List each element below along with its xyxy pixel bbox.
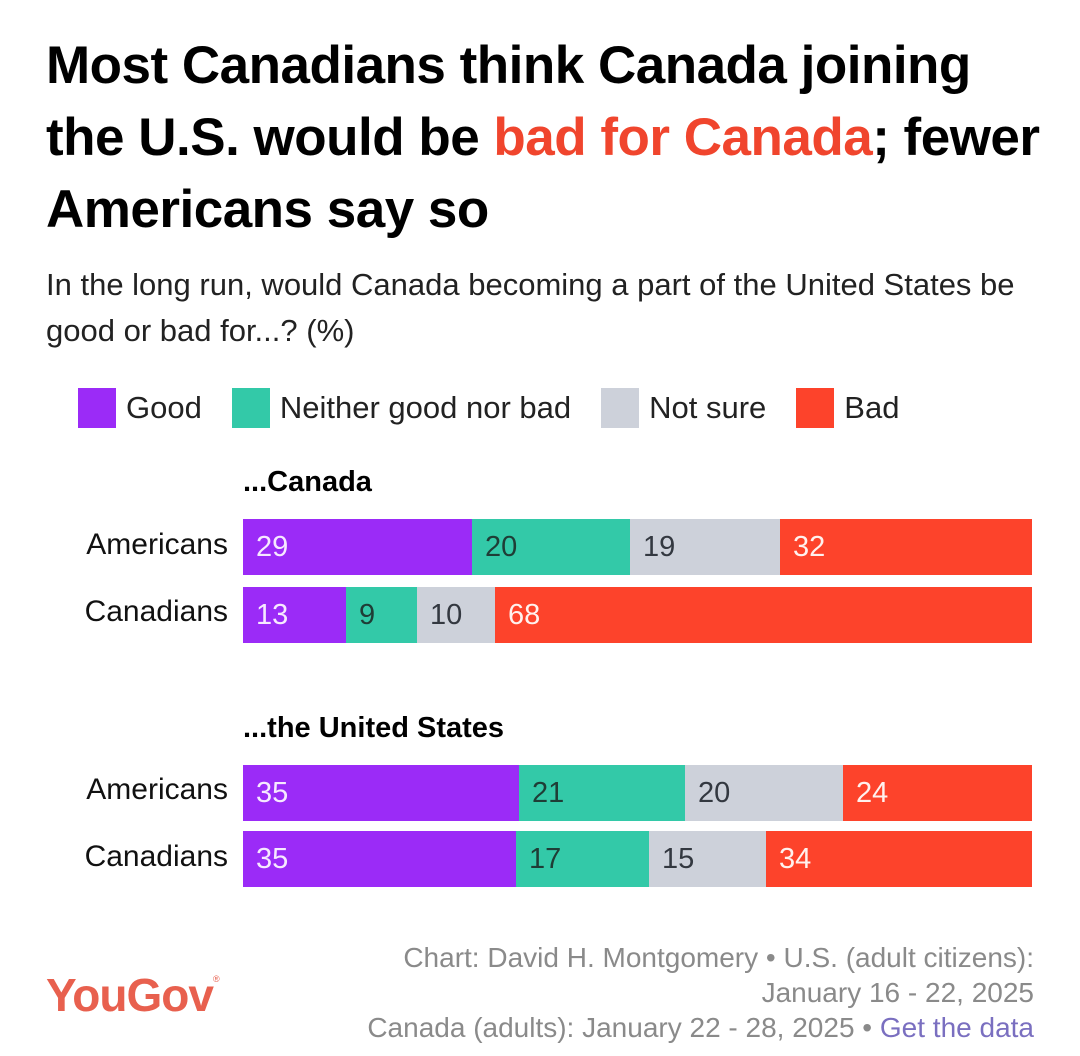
bar-row-canadians-canada: 13 9 10 68 <box>243 587 1032 643</box>
bar-segment-neither: 20 <box>472 519 630 575</box>
data-label-neither: 20 <box>485 530 518 563</box>
data-label-good: 35 <box>256 842 289 875</box>
data-label-good: 29 <box>256 530 289 563</box>
row-label-americans-us: Americans <box>86 773 228 806</box>
bar-segment-not-sure: 20 <box>685 765 843 821</box>
footer-canada-dates: Canada (adults): January 22 - 28, 2025 • <box>367 1012 880 1043</box>
data-label-not-sure: 19 <box>643 530 676 563</box>
legend-swatch-not-sure <box>601 388 640 428</box>
chart-footer: Chart: David H. Montgomery • U.S. (adult… <box>367 940 1034 1045</box>
legend-swatch-bad <box>796 388 835 428</box>
chart-subtitle: In the long run, would Canada becoming a… <box>46 267 1015 348</box>
legend-label-neither: Neither good nor bad <box>279 390 572 425</box>
legend-item-bad: Bad <box>796 388 899 428</box>
bar-segment-neither: 17 <box>516 831 649 887</box>
data-label-bad: 24 <box>856 776 889 809</box>
row-label-canadians-us: Canadians <box>84 840 228 873</box>
footer-credit-line: Chart: David H. Montgomery • U.S. (adult… <box>403 942 1034 973</box>
chart-title: Most Canadians think Canada joining the … <box>46 30 1056 246</box>
title-highlight: bad for Canada <box>493 108 873 167</box>
bar-segment-bad: 24 <box>843 765 1032 821</box>
bar-segment-good: 29 <box>243 519 472 575</box>
footer-canada-line: Canada (adults): January 22 - 28, 2025 •… <box>367 1010 1034 1045</box>
registered-mark: ® <box>212 974 220 984</box>
bar-row-americans-us: 35 21 20 24 <box>243 765 1032 821</box>
legend-label-good: Good <box>126 390 202 425</box>
group-title-canada: ...Canada <box>243 466 372 498</box>
data-label-good: 35 <box>256 776 289 809</box>
data-label-bad: 34 <box>779 842 812 875</box>
data-label-bad: 32 <box>793 530 826 563</box>
legend-label-bad: Bad <box>844 390 900 425</box>
legend-item-neither: Neither good nor bad <box>231 388 572 428</box>
bar-segment-bad: 68 <box>495 587 1032 643</box>
bar-segment-good: 35 <box>243 831 516 887</box>
bar-segment-neither: 9 <box>346 587 417 643</box>
data-label-neither: 17 <box>529 842 562 875</box>
data-label-neither: 9 <box>359 598 376 631</box>
data-label-not-sure: 20 <box>698 776 731 809</box>
title-part-2: ; fewer Americans say so <box>46 108 1040 239</box>
bar-segment-not-sure: 10 <box>417 587 495 643</box>
legend-item-not-sure: Not sure <box>601 388 766 428</box>
bar-segment-neither: 21 <box>519 765 685 821</box>
legend-swatch-neither <box>231 388 270 428</box>
bar-segment-not-sure: 15 <box>649 831 766 887</box>
bar-row-canadians-us: 35 17 15 34 <box>243 831 1032 887</box>
legend-item-good: Good <box>78 388 202 428</box>
bar-segment-good: 13 <box>243 587 346 643</box>
row-label-americans-canada: Americans <box>86 528 228 561</box>
bar-segment-bad: 32 <box>780 519 1032 575</box>
data-label-not-sure: 15 <box>662 842 695 875</box>
bar-segment-not-sure: 19 <box>630 519 780 575</box>
logo-text: YouGov <box>46 969 214 1021</box>
bar-row-americans-canada: 29 20 19 32 <box>243 519 1032 575</box>
footer-us-dates: January 16 - 22, 2025 <box>761 977 1034 1008</box>
legend-label-not-sure: Not sure <box>649 390 767 425</box>
legend: Good Neither good nor bad Not sure Bad <box>78 388 929 428</box>
group-title-united-states: ...the United States <box>243 712 505 744</box>
data-label-not-sure: 10 <box>430 598 463 631</box>
data-label-bad: 68 <box>508 598 541 631</box>
row-label-canadians-canada: Canadians <box>84 595 228 628</box>
yougov-logo: YouGov® <box>46 968 220 1022</box>
data-label-good: 13 <box>256 598 289 631</box>
bar-segment-bad: 34 <box>766 831 1032 887</box>
get-the-data-link[interactable]: Get the data <box>879 1012 1034 1043</box>
title-part-1: Most Canadians think Canada joining the … <box>46 36 971 167</box>
legend-swatch-good <box>78 388 116 428</box>
bar-segment-good: 35 <box>243 765 519 821</box>
data-label-neither: 21 <box>532 776 565 809</box>
